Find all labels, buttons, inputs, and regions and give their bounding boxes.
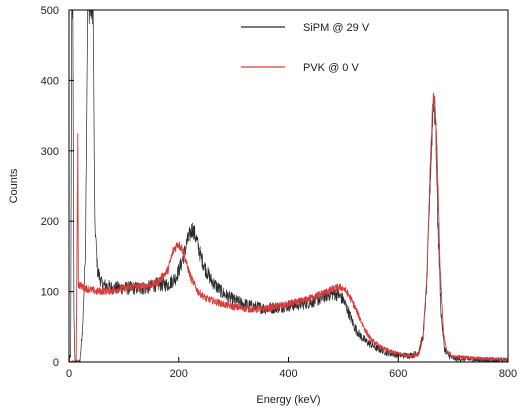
series-layer — [69, 10, 508, 362]
y-tick-label-200: 200 — [41, 216, 59, 228]
x-tick-label-0: 0 — [66, 368, 72, 380]
series-line-pvk — [69, 92, 508, 362]
ticks-layer: 0 200 400 600 800 0 100 200 300 400 500 — [41, 5, 518, 380]
y-tick-label-300: 300 — [41, 146, 59, 158]
y-tick-label-100: 100 — [41, 287, 59, 299]
y-tick-label-400: 400 — [41, 75, 59, 87]
legend-entry-pvk: PVK @ 0 V — [303, 62, 359, 74]
legend: SiPM @ 29 V PVK @ 0 V — [241, 22, 370, 74]
x-tick-label-600: 600 — [389, 368, 407, 380]
y-axis-label: Counts — [8, 168, 20, 203]
y-tick-label-0: 0 — [53, 357, 59, 369]
legend-entry-sipm: SiPM @ 29 V — [303, 22, 370, 34]
y-tick-label-500: 500 — [41, 5, 59, 17]
x-tick-label-400: 400 — [279, 368, 297, 380]
x-axis-label: Energy (keV) — [256, 394, 320, 406]
x-tick-label-200: 200 — [170, 368, 188, 380]
x-tick-label-800: 800 — [499, 368, 517, 380]
series-line-sipm — [69, 10, 508, 362]
